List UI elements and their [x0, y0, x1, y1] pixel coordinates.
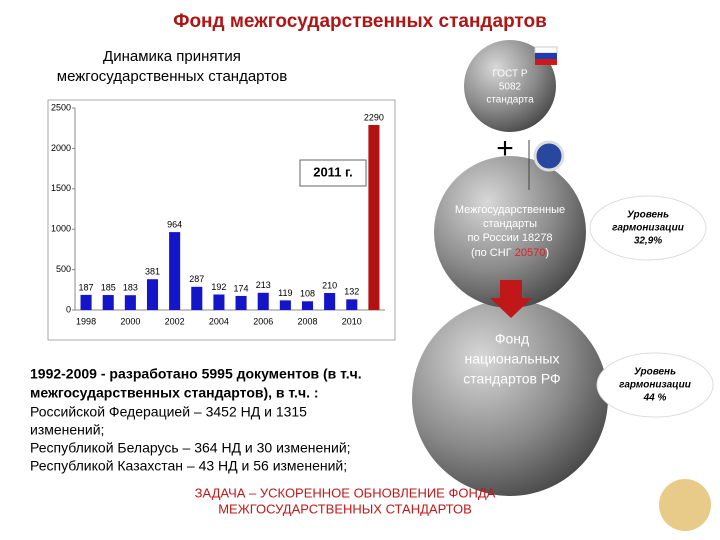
data-label: 381: [145, 267, 160, 277]
bar: [279, 300, 291, 310]
x-tick-label: 1998: [76, 316, 96, 326]
data-label: 108: [300, 289, 315, 299]
text-line: 5082: [499, 82, 522, 93]
y-tick-label: 500: [56, 264, 71, 274]
y-tick-label: 0: [66, 304, 71, 314]
text-line: национальных: [465, 351, 560, 367]
bar: [301, 301, 314, 310]
text-line: межгосударственных стандартов), в т.ч. :: [30, 385, 319, 401]
data-label: 119: [278, 288, 292, 298]
sphere-bottom: [412, 300, 608, 496]
data-label: 964: [167, 219, 182, 229]
cis-value: 20570: [515, 247, 546, 259]
bar: [169, 232, 181, 310]
bar: [346, 299, 358, 310]
text: (по СНГ: [471, 247, 515, 259]
level-oval: [589, 195, 707, 261]
text-line: Межгосударственные: [455, 204, 565, 216]
text-line: межгосударственных стандартов: [57, 68, 287, 85]
level-oval: [596, 352, 714, 418]
data-label: 174: [234, 283, 249, 293]
bar: [324, 293, 336, 310]
arrow: [490, 280, 532, 318]
x-tick-label: 2000: [120, 316, 140, 326]
y-tick-label: 1500: [51, 183, 71, 193]
text-line: 32,9%: [634, 236, 662, 247]
text-line: Динамика принятия: [103, 48, 241, 65]
cis-line: (по СНГ 20570): [471, 247, 549, 259]
x-tick-label: 2004: [209, 316, 229, 326]
text-line: Республикой Казахстан – 43 НД и 56 измен…: [30, 458, 347, 474]
text-line: Фонд: [495, 331, 529, 347]
text-line: МЕЖГОСУДАРСТВЕННЫХ СТАНДАРТОВ: [218, 501, 472, 516]
text-line: 44 %: [643, 393, 667, 404]
flag: [534, 46, 558, 65]
y-tick-label: 2000: [51, 143, 71, 153]
text-line: Республикой Беларусь – 364 НД и 30 измен…: [30, 440, 351, 456]
text-line: стандарта: [486, 95, 534, 106]
x-tick-label: 2002: [165, 316, 185, 326]
bar: [124, 295, 136, 310]
data-label: 287: [189, 274, 204, 284]
data-label: 210: [322, 280, 337, 290]
text-line: стандартов РФ: [463, 371, 560, 387]
y-tick-label: 2500: [51, 102, 71, 112]
sphere-top: [464, 40, 556, 132]
logo: [659, 479, 711, 531]
text-line: по России 18278: [467, 232, 552, 244]
text-line: гармонизации: [619, 380, 691, 391]
plus: +: [496, 132, 514, 165]
title: Фонд межгосударственных стандартов: [173, 11, 547, 32]
cis-emblem: [533, 140, 565, 172]
x-tick-label: 2006: [253, 316, 273, 326]
text-line: изменений;: [30, 422, 104, 438]
x-tick-label: 2010: [342, 316, 362, 326]
data-label: 187: [79, 282, 94, 292]
text-line: Уровень: [627, 210, 669, 221]
y-tick-label: 1000: [51, 224, 71, 234]
bar: [146, 279, 159, 310]
text: ): [545, 247, 549, 259]
bar: [80, 294, 92, 310]
data-label: 185: [101, 282, 116, 292]
annotation: 2011 г.: [313, 164, 353, 179]
text-line: ЗАДАЧА – УСКОРЕННОЕ ОБНОВЛЕНИЕ ФОНДА: [195, 485, 496, 500]
text-line: Уровень: [634, 367, 676, 378]
data-label: 192: [211, 282, 226, 292]
bar: [235, 295, 247, 310]
bar: [102, 295, 114, 310]
text-line: гармонизации: [612, 223, 684, 234]
x-tick-label: 2008: [297, 316, 317, 326]
data-label: 2290: [364, 112, 384, 122]
data-label: 132: [344, 287, 359, 297]
bar: [213, 294, 225, 310]
text-line: стандарты: [483, 218, 537, 230]
data-label: 183: [123, 283, 138, 293]
text-line: ГОСТ Р: [492, 69, 527, 80]
data-label: 213: [256, 280, 271, 290]
bar: [191, 286, 203, 310]
text-line: 1992-2009 - разработано 5995 документов …: [30, 366, 362, 382]
bar: [257, 292, 269, 310]
sphere-middle: [434, 156, 586, 308]
bar: [368, 124, 380, 310]
text-line: Российской Федерацией – 3452 НД и 1315: [30, 404, 307, 420]
annotation-box: [299, 159, 367, 187]
